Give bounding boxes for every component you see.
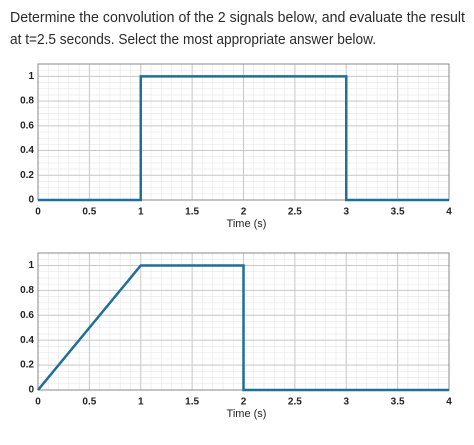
y-tick-label: 1 [28,71,34,82]
y-tick-label: 0 [28,385,34,396]
y-tick-label: 0.8 [20,285,34,296]
x-tick-label: 4 [446,207,452,218]
x-axis-label: Time (s) [227,408,267,420]
y-tick-label: 0 [28,195,34,206]
x-tick-label: 0 [35,207,41,218]
y-tick-label: 0.4 [20,335,34,346]
x-tick-label: 2 [241,207,247,218]
y-tick-label: 0.4 [20,145,34,156]
y-tick-label: 0.6 [20,310,34,321]
x-tick-label: 1.5 [185,207,199,218]
x-tick-label: 3.5 [391,207,405,218]
y-tick-label: 0.2 [20,170,34,181]
x-tick-label: 2.5 [288,397,302,408]
x-tick-label: 3 [343,207,349,218]
x-axis-label: Time (s) [227,218,267,230]
x-tick-label: 1.5 [185,397,199,408]
x-tick-label: 1 [138,397,144,408]
question-line: Determine the convolution of the 2 signa… [10,9,466,26]
x-tick-label: 1 [138,207,144,218]
y-tick-label: 0.8 [20,96,34,107]
y-tick-label: 0.6 [20,120,34,131]
plot-frame [37,63,450,201]
x-tick-label: 2.5 [288,207,302,218]
question-line: at t=2.5 seconds. Select the most approp… [10,31,376,48]
x-tick-label: 3 [343,397,349,408]
signal-line [38,75,449,202]
y-tick-label: 0.2 [20,360,34,371]
x-tick-label: 3.5 [391,397,405,408]
y-tick-label: 1 [28,260,34,271]
x-tick-label: 0.5 [82,397,96,408]
signal-line [37,264,449,392]
x-tick-label: 0 [35,397,41,408]
x-tick-label: 0.5 [82,207,96,218]
x-tick-label: 2 [241,397,247,408]
x-tick-label: 4 [446,397,452,408]
